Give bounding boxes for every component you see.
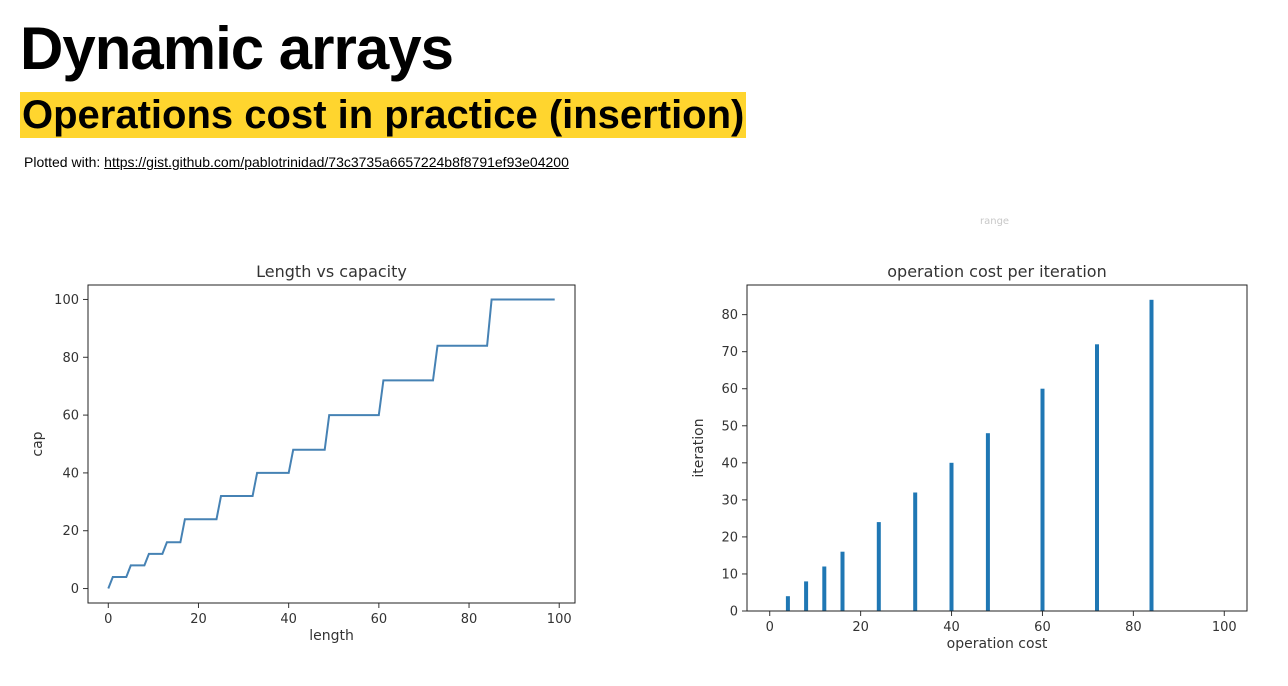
bar	[985, 433, 990, 611]
y-tick-label: 60	[721, 382, 738, 397]
page-subtitle: Operations cost in practice (insertion)	[20, 92, 747, 138]
length-vs-capacity-chart: Length vs capacity 0 20 40 60 80 100 0 20 40 60 80 1…	[30, 262, 576, 644]
x-tick-label: 40	[943, 620, 960, 635]
x-tick-label: 60	[1034, 620, 1051, 635]
x-axis-label: operation cost	[947, 636, 1048, 652]
bar	[1149, 299, 1154, 611]
y-tick-label: 30	[721, 493, 738, 508]
y-tick-label: 0	[71, 582, 79, 597]
x-tick-label: 20	[852, 620, 869, 635]
y-tick-label: 100	[54, 293, 79, 308]
y-tick-label: 20	[721, 530, 738, 545]
y-tick-label: 0	[730, 605, 738, 620]
page-title: Dynamic arrays	[20, 15, 454, 82]
x-tick-label: 20	[190, 612, 207, 627]
bar	[804, 581, 809, 611]
y-tick-label: 10	[721, 567, 738, 582]
y-axis-label: iteration	[691, 418, 707, 477]
bar	[949, 462, 954, 611]
plot-frame	[87, 284, 576, 604]
chart-title: Length vs capacity	[256, 262, 407, 281]
source-link[interactable]: https://gist.github.com/pablotrinidad/73…	[104, 154, 569, 170]
bar	[822, 566, 827, 611]
stray-text: range	[980, 216, 1010, 227]
x-tick-label: 40	[280, 612, 297, 627]
y-tick-label: 40	[721, 456, 738, 471]
x-tick-label: 60	[371, 612, 388, 627]
capacity-line	[107, 298, 555, 589]
plot-frame	[746, 284, 1248, 612]
x-tick-label: 80	[461, 612, 478, 627]
y-tick-label: 40	[62, 466, 79, 481]
bar	[913, 492, 918, 611]
x-tick-label: 0	[104, 612, 112, 627]
bar	[840, 551, 845, 611]
x-tick-label: 100	[1212, 620, 1237, 635]
bar	[785, 596, 790, 611]
bar	[1095, 344, 1099, 611]
y-tick-label: 70	[721, 345, 738, 360]
bar	[1040, 388, 1045, 611]
bar	[876, 522, 881, 611]
x-tick-label: 80	[1125, 620, 1142, 635]
y-tick-label: 80	[721, 308, 738, 323]
y-tick-label: 20	[62, 524, 79, 539]
source-prefix: Plotted with:	[24, 154, 101, 170]
y-tick-label: 50	[721, 419, 738, 434]
x-tick-label: 0	[766, 620, 774, 635]
y-tick-label: 60	[62, 409, 79, 424]
y-axis-label: cap	[30, 431, 46, 456]
x-axis-label: length	[309, 628, 354, 644]
chart-title: operation cost per iteration	[887, 262, 1106, 281]
source-note: Plotted with: https://gist.github.com/pa…	[24, 154, 569, 170]
x-tick-label: 100	[547, 612, 572, 627]
y-tick-label: 80	[62, 351, 79, 366]
